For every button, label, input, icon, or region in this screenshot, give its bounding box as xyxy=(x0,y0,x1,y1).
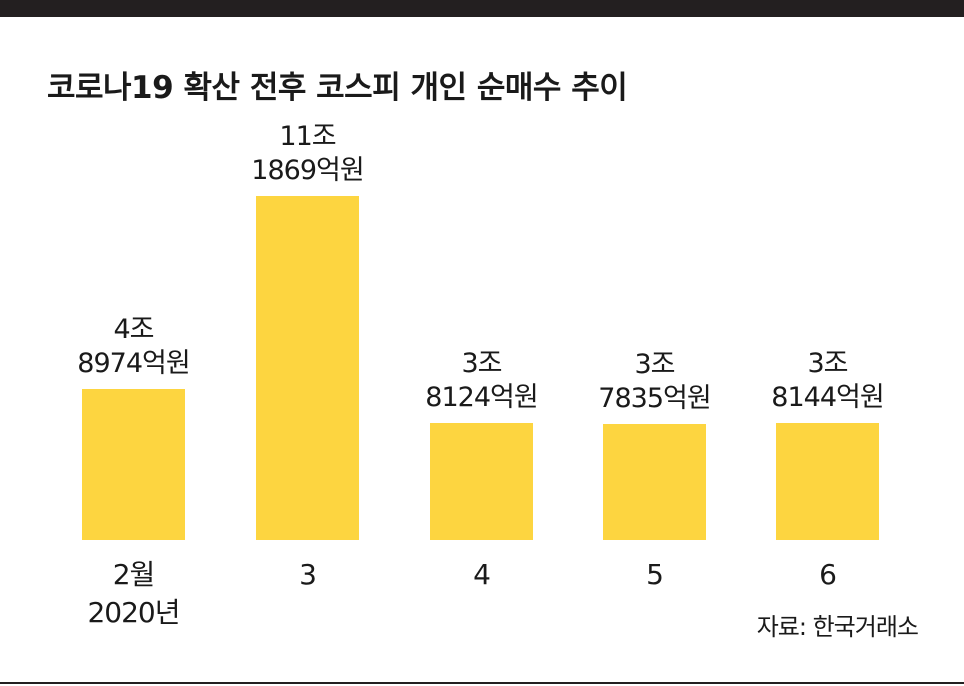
data-label-2-line2: 1869억원 xyxy=(218,154,398,188)
x-tick-label-2-line1: 3 xyxy=(228,556,388,594)
x-tick-label-3-line1: 4 xyxy=(402,556,562,594)
bar-2 xyxy=(256,196,359,540)
data-label-4-line2: 7835억원 xyxy=(565,382,745,416)
data-label-1-line1: 4조 xyxy=(44,313,224,347)
x-tick-label-4-line1: 5 xyxy=(575,556,735,594)
data-label-4-line1: 3조 xyxy=(565,348,745,382)
x-tick-label-5-line1: 6 xyxy=(748,556,908,594)
data-label-5: 3조 8144억원 xyxy=(738,347,918,415)
data-label-5-line2: 8144억원 xyxy=(738,381,918,415)
data-label-2: 11조 1869억원 xyxy=(218,120,398,188)
x-tick-label-1-line1: 2월 xyxy=(54,556,214,594)
bottom-rule xyxy=(0,682,964,684)
x-tick-label-1: 2월 2020년 xyxy=(54,556,214,632)
bar-4 xyxy=(603,424,706,540)
source-note: 자료: 한국거래소 xyxy=(757,607,918,642)
data-label-2-line1: 11조 xyxy=(218,120,398,154)
data-label-5-line1: 3조 xyxy=(738,347,918,381)
x-tick-label-5: 6 xyxy=(748,556,908,594)
x-tick-label-1-line2: 2020년 xyxy=(54,594,214,632)
bar-1 xyxy=(82,389,185,540)
bar-5 xyxy=(776,423,879,540)
x-tick-label-4: 5 xyxy=(575,556,735,594)
data-label-1: 4조 8974억원 xyxy=(44,313,224,381)
bar-3 xyxy=(430,423,533,540)
data-label-3-line2: 8124억원 xyxy=(392,381,572,415)
data-label-1-line2: 8974억원 xyxy=(44,347,224,381)
data-label-3: 3조 8124억원 xyxy=(392,347,572,415)
data-label-3-line1: 3조 xyxy=(392,347,572,381)
chart-title: 코로나19 확산 전후 코스피 개인 순매수 추이 xyxy=(47,62,627,107)
x-tick-label-2: 3 xyxy=(228,556,388,594)
top-rule xyxy=(0,0,964,17)
x-tick-label-3: 4 xyxy=(402,556,562,594)
data-label-4: 3조 7835억원 xyxy=(565,348,745,416)
